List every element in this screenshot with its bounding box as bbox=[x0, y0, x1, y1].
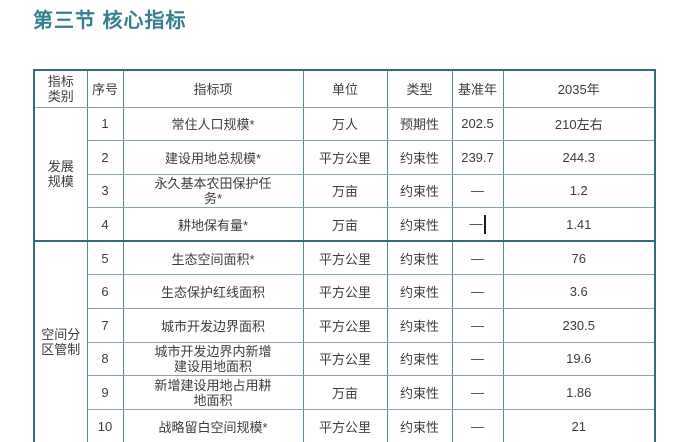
cell-no[interactable]: 2 bbox=[86, 140, 124, 175]
cell-base-year-with-caret[interactable]: — bbox=[451, 207, 504, 242]
cell-item[interactable]: 耕地保有量* bbox=[122, 207, 304, 242]
section-title: 第三节 核心指标 bbox=[33, 10, 187, 32]
col-header-unit[interactable]: 单位 bbox=[302, 69, 388, 108]
cell-2035[interactable]: 76 bbox=[502, 240, 656, 276]
cell-base-year[interactable]: — bbox=[451, 341, 504, 377]
col-header-2035[interactable]: 2035年 bbox=[502, 69, 656, 108]
cell-unit[interactable]: 平方公里 bbox=[302, 140, 388, 175]
table-header-row: 指标 类别 序号 指标项 单位 类型 基准年 2035年 bbox=[33, 69, 656, 108]
cell-unit[interactable]: 平方公里 bbox=[302, 408, 388, 442]
cell-item[interactable]: 生态空间面积* bbox=[122, 240, 304, 276]
cell-2035[interactable]: 1.86 bbox=[502, 375, 656, 410]
cell-type[interactable]: 约束性 bbox=[386, 375, 453, 410]
table-row: 6 生态保护红线面积 平方公里 约束性 — 3.6 bbox=[34, 274, 656, 310]
cell-2035[interactable]: 19.6 bbox=[502, 341, 656, 377]
cell-base-year[interactable]: — bbox=[451, 308, 504, 343]
cell-base-year[interactable]: — bbox=[451, 408, 504, 442]
cell-2035[interactable]: 244.3 bbox=[502, 140, 656, 175]
cell-no[interactable]: 6 bbox=[86, 274, 124, 310]
col-header-base-year[interactable]: 基准年 bbox=[451, 69, 504, 108]
table-row: 空间分 区管制 5 生态空间面积* 平方公里 约束性 — 76 bbox=[33, 240, 656, 442]
cell-type[interactable]: 预期性 bbox=[386, 106, 453, 142]
cell-type[interactable]: 约束性 bbox=[386, 240, 453, 276]
cell-type[interactable]: 约束性 bbox=[386, 408, 453, 442]
cell-base-year[interactable]: 239.7 bbox=[451, 140, 504, 175]
cell-unit[interactable]: 平方公里 bbox=[302, 274, 388, 310]
cell-item[interactable]: 城市开发边界面积 bbox=[122, 308, 304, 343]
cell-unit[interactable]: 万人 bbox=[302, 106, 388, 142]
cell-base-year[interactable]: — bbox=[451, 375, 504, 410]
core-indicators-table: 指标 类别 序号 指标项 单位 类型 基准年 2035年 发展 规模 1 常住人… bbox=[33, 69, 656, 442]
table-row: 3 永久基本农田保护任 务* 万亩 约束性 — 1.2 bbox=[34, 173, 656, 209]
cell-base-year[interactable]: — bbox=[451, 274, 504, 310]
cell-base-year[interactable]: — bbox=[451, 240, 504, 276]
col-header-category[interactable]: 指标 类别 bbox=[33, 69, 88, 108]
text-caret bbox=[483, 214, 486, 234]
cell-2035[interactable]: 1.2 bbox=[502, 173, 656, 209]
table-row: 10 战略留白空间规模* 平方公里 约束性 — 21 bbox=[34, 408, 656, 442]
col-header-type[interactable]: 类型 bbox=[386, 69, 453, 108]
cell-item[interactable]: 永久基本农田保护任 务* bbox=[122, 173, 304, 209]
cell-2035[interactable]: 1.41 bbox=[502, 207, 656, 242]
cell-item[interactable]: 生态保护红线面积 bbox=[122, 274, 304, 310]
table-row: 8 城市开发边界内新增 建设用地面积 平方公里 约束性 — 19.6 bbox=[34, 341, 656, 377]
cell-type[interactable]: 约束性 bbox=[386, 207, 453, 242]
table-row: 9 新增建设用地占用耕 地面积 万亩 约束性 — 1.86 bbox=[34, 375, 656, 410]
cell-no[interactable]: 7 bbox=[86, 308, 124, 343]
cell-type[interactable]: 约束性 bbox=[386, 308, 453, 343]
cell-unit[interactable]: 平方公里 bbox=[302, 240, 388, 276]
cell-no[interactable]: 9 bbox=[86, 375, 124, 410]
cell-no[interactable]: 4 bbox=[86, 207, 124, 242]
cell-type[interactable]: 约束性 bbox=[386, 140, 453, 175]
col-header-no[interactable]: 序号 bbox=[86, 69, 124, 108]
category-cell-development-scale[interactable]: 发展 规模 bbox=[33, 106, 88, 242]
cell-unit[interactable]: 万亩 bbox=[302, 207, 388, 242]
cell-item[interactable]: 常住人口规模* bbox=[122, 106, 304, 142]
cell-unit[interactable]: 万亩 bbox=[302, 173, 388, 209]
table-row: 7 城市开发边界面积 平方公里 约束性 — 230.5 bbox=[34, 308, 656, 343]
cell-2035[interactable]: 3.6 bbox=[502, 274, 656, 310]
cell-unit[interactable]: 万亩 bbox=[302, 375, 388, 410]
cell-2035[interactable]: 21 bbox=[502, 408, 656, 442]
cell-type[interactable]: 约束性 bbox=[386, 274, 453, 310]
cell-type[interactable]: 约束性 bbox=[386, 173, 453, 209]
cell-base-year[interactable]: 202.5 bbox=[451, 106, 504, 142]
table-row: 发展 规模 1 常住人口规模* 万人 预期性 202.5 210左右 bbox=[33, 106, 656, 242]
table-row: 4 耕地保有量* 万亩 约束性 — 1.41 bbox=[34, 207, 656, 242]
cell-item[interactable]: 建设用地总规模* bbox=[122, 140, 304, 175]
cell-no[interactable]: 3 bbox=[86, 173, 124, 209]
cell-2035[interactable]: 210左右 bbox=[502, 106, 656, 142]
cell-no[interactable]: 5 bbox=[86, 240, 124, 276]
cell-no[interactable]: 8 bbox=[86, 341, 124, 377]
cell-unit[interactable]: 平方公里 bbox=[302, 308, 388, 343]
cell-type[interactable]: 约束性 bbox=[386, 341, 453, 377]
col-header-item[interactable]: 指标项 bbox=[122, 69, 304, 108]
category-cell-spatial-zoning[interactable]: 空间分 区管制 bbox=[33, 240, 88, 442]
cell-item[interactable]: 新增建设用地占用耕 地面积 bbox=[122, 375, 304, 410]
cell-item[interactable]: 城市开发边界内新增 建设用地面积 bbox=[122, 341, 304, 377]
cell-2035[interactable]: 230.5 bbox=[502, 308, 656, 343]
cell-no[interactable]: 10 bbox=[86, 408, 124, 442]
cell-no[interactable]: 1 bbox=[86, 106, 124, 142]
cell-item[interactable]: 战略留白空间规模* bbox=[122, 408, 304, 442]
table-row: 2 建设用地总规模* 平方公里 约束性 239.7 244.3 bbox=[34, 140, 656, 175]
cell-base-year[interactable]: — bbox=[451, 173, 504, 209]
cell-unit[interactable]: 平方公里 bbox=[302, 341, 388, 377]
dash-value: — bbox=[469, 215, 483, 231]
